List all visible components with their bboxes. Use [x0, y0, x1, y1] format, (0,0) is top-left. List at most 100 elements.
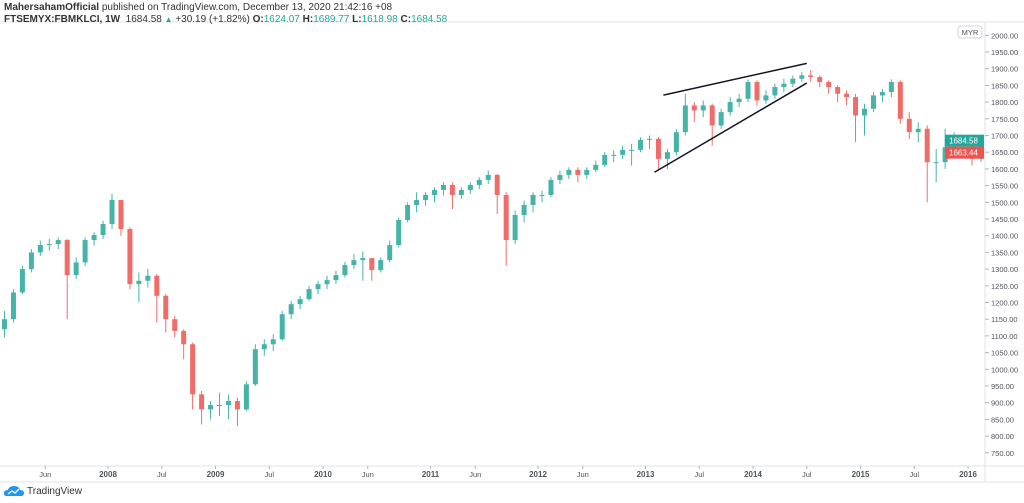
candle-body [700, 105, 706, 111]
candle [853, 93, 859, 143]
candle-body [906, 118, 912, 133]
published-text: published on TradingView.com, December 1… [101, 2, 393, 13]
x-tick-label: Jul [157, 470, 167, 479]
candle [897, 80, 903, 124]
y-tick-label: 1250.00 [991, 282, 1018, 291]
candle-body [548, 179, 554, 195]
candle [387, 240, 393, 263]
candle [879, 88, 885, 103]
price-labels: 1684.58 1663.44 [945, 134, 984, 159]
candle [888, 79, 894, 98]
candle-body [530, 194, 536, 205]
candle [378, 257, 384, 273]
candle [46, 239, 52, 251]
candle-body [664, 152, 670, 159]
high-value: 1689.77 [313, 14, 350, 25]
close-label: C: [400, 14, 412, 25]
candle [745, 79, 751, 103]
candle-body [817, 77, 823, 83]
candle-body [217, 405, 222, 407]
candle [548, 177, 554, 198]
price-axis[interactable]: 2000.00 1950.00 1900.00 1850.00 1800.00 1750.… [985, 31, 1018, 458]
candle-body [476, 179, 482, 185]
y-tick-label: 1000.00 [991, 365, 1018, 374]
candle-body [19, 269, 25, 293]
candle [208, 401, 214, 420]
candle [154, 274, 160, 323]
currency-badge-text: MYR [962, 28, 979, 37]
price-label: 1663.44 [949, 149, 978, 158]
candles [2, 70, 984, 427]
candle-body [503, 194, 509, 241]
candle [826, 80, 832, 94]
candle-body [449, 184, 455, 195]
y-tick-label: 950.00 [991, 382, 1014, 391]
candle-body [378, 260, 384, 271]
y-tick-label: 1500.00 [991, 198, 1018, 207]
candle [127, 227, 133, 290]
candle [862, 103, 867, 136]
candle-body [512, 214, 518, 241]
candle [808, 70, 814, 83]
y-tick-label: 1750.00 [991, 115, 1018, 124]
x-tick-label: Jul [694, 470, 704, 479]
candle-body [826, 82, 832, 88]
candle-body [638, 139, 644, 150]
close-value: 1684.58 [411, 14, 448, 25]
x-tick-label: 2016 [959, 470, 977, 479]
author-name[interactable]: MahersahamOfficial [4, 2, 100, 13]
candle [682, 93, 688, 136]
trendline-upper[interactable] [663, 62, 807, 96]
candle-body [673, 132, 679, 153]
candle [405, 202, 411, 223]
candle-body [835, 87, 841, 94]
candle [915, 122, 921, 143]
candle [458, 187, 464, 199]
trendlines[interactable] [654, 62, 808, 173]
candle-body [387, 245, 393, 261]
candle-body [127, 229, 133, 285]
candle-body [405, 204, 411, 221]
x-tick-label: Jul [909, 470, 919, 479]
candle [288, 300, 294, 320]
candle [521, 200, 527, 223]
candle [790, 75, 796, 88]
candle-body [46, 244, 52, 246]
candle [82, 237, 88, 266]
x-tick-label: Jun [362, 470, 374, 479]
trendline-lower[interactable] [654, 82, 808, 173]
candle [181, 329, 187, 360]
symbol-title[interactable]: FTSEMYX:FBMKLCI, 1W [4, 14, 121, 25]
candle-body [888, 82, 894, 93]
candle-body [360, 258, 366, 261]
candle-body [208, 405, 214, 410]
candle [306, 285, 312, 301]
candle-body [37, 245, 43, 253]
candle [145, 269, 151, 288]
candle-body [620, 149, 626, 155]
time-axis[interactable]: Jun 2008 Jul 2009 Jul 2010 Jun 2011 Jun 2012 Jun 20… [39, 466, 977, 479]
tradingview-logo[interactable]: TradingView [4, 486, 82, 497]
candle-body [682, 105, 688, 133]
x-tick-label: Jul [264, 470, 274, 479]
x-tick-label: 2014 [744, 470, 762, 479]
y-tick-label: 900.00 [991, 399, 1014, 408]
x-tick-label: Jun [469, 470, 481, 479]
candle-body [602, 154, 608, 165]
y-tick-label: 1600.00 [991, 165, 1018, 174]
x-tick-label: 2009 [207, 470, 225, 479]
candle [37, 240, 43, 256]
currency-badge[interactable]: MYR [957, 25, 983, 39]
candle-body [279, 314, 285, 340]
candle-body [844, 93, 850, 98]
candle-body [790, 78, 796, 84]
tradingview-cloud-icon [4, 486, 24, 496]
candle [136, 272, 142, 303]
candle-body [288, 304, 294, 315]
candle [664, 148, 670, 169]
candle [28, 249, 34, 273]
candle [440, 182, 446, 196]
candle-body [261, 344, 267, 350]
candle [109, 193, 115, 230]
